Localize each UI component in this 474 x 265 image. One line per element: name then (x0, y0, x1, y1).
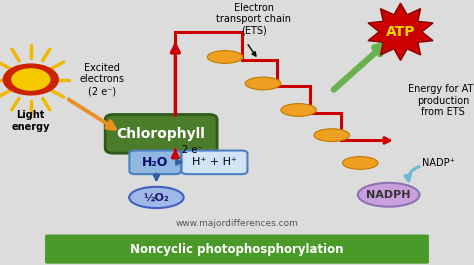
Text: www.majordifferences.com: www.majordifferences.com (175, 219, 299, 228)
FancyBboxPatch shape (129, 151, 181, 174)
Text: Chlorophyll: Chlorophyll (117, 127, 206, 141)
Ellipse shape (314, 129, 349, 142)
Text: NADPH: NADPH (366, 190, 411, 200)
Text: Excited
electrons
(2 e⁻): Excited electrons (2 e⁻) (80, 63, 124, 96)
Ellipse shape (207, 51, 243, 63)
Circle shape (12, 69, 50, 90)
Text: 2 e⁻: 2 e⁻ (182, 145, 203, 155)
Text: ½O₂: ½O₂ (144, 192, 169, 202)
Ellipse shape (246, 77, 281, 90)
FancyBboxPatch shape (45, 235, 429, 264)
Ellipse shape (342, 157, 378, 169)
Circle shape (3, 64, 58, 95)
FancyBboxPatch shape (105, 114, 217, 153)
Text: Electron
transport chain
(ETS): Electron transport chain (ETS) (216, 3, 291, 36)
Text: Energy for ATP
production
from ETS: Energy for ATP production from ETS (408, 84, 474, 117)
Ellipse shape (129, 187, 184, 208)
Text: Light
energy: Light energy (11, 110, 50, 132)
Text: ATP: ATP (386, 25, 415, 39)
Text: H₂O: H₂O (142, 156, 169, 169)
Ellipse shape (281, 104, 316, 116)
Text: Noncyclic photophosphorylation: Noncyclic photophosphorylation (130, 243, 344, 256)
Text: NADP⁺: NADP⁺ (422, 158, 455, 168)
Text: H⁺ + H⁺: H⁺ + H⁺ (192, 157, 237, 167)
Polygon shape (368, 3, 433, 60)
FancyBboxPatch shape (182, 151, 247, 174)
Ellipse shape (358, 183, 419, 207)
